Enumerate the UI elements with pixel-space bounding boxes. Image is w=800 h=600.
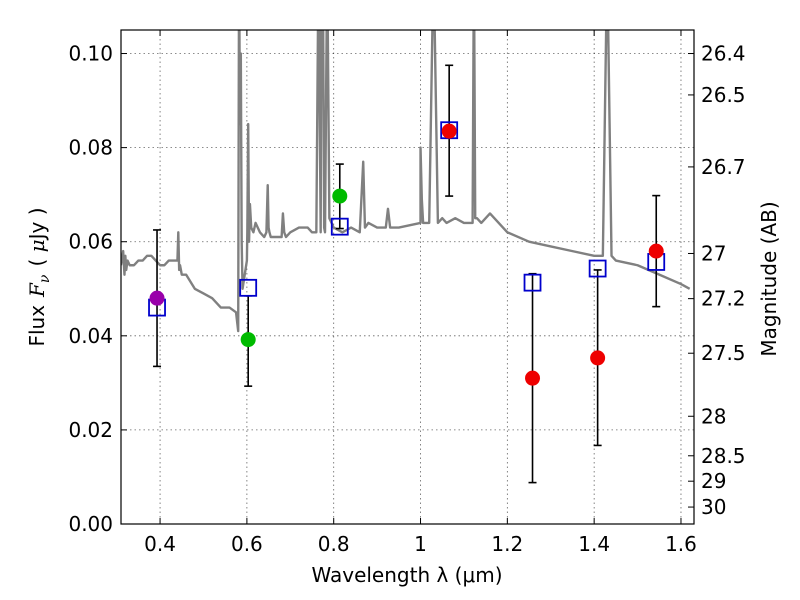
y-tick-label: 0.08 bbox=[68, 136, 113, 160]
y-tick-label: 0.04 bbox=[68, 324, 113, 348]
model-spectrum-line bbox=[121, 30, 691, 333]
model-flux-square bbox=[523, 273, 542, 292]
magnitude-tick-label: 26.7 bbox=[701, 155, 746, 179]
y-axis-label-unit-open: ( bbox=[25, 252, 49, 266]
x-axis-label: Wavelength λ (μm) bbox=[311, 563, 502, 587]
magnitude-tick-label: 28 bbox=[701, 404, 726, 428]
magnitude-tick-label: 27.5 bbox=[701, 341, 746, 365]
magnitude-tick-label: 26.5 bbox=[701, 83, 746, 107]
y-axis-label-unit-rest: Jy ) bbox=[25, 207, 49, 241]
model-flux-square bbox=[239, 278, 258, 297]
observed-flux-point bbox=[525, 370, 541, 386]
magnitude-tick-label: 29 bbox=[701, 469, 726, 493]
observed-flux-point bbox=[441, 123, 457, 139]
y2-axis-label: Magnitude (AB) bbox=[757, 201, 781, 356]
grid-lines bbox=[121, 30, 694, 525]
model-flux-square bbox=[330, 217, 349, 236]
magnitude-tick-label: 30 bbox=[701, 495, 726, 519]
x-axis-ticks: 0.4 0.6 0.8 1 1.2 1.4 1.6 bbox=[144, 30, 697, 556]
x-tick-label: 1 bbox=[414, 532, 427, 556]
observed-flux-point bbox=[648, 243, 664, 259]
model-spectrum-layer bbox=[121, 30, 691, 333]
magnitude-tick-label: 27.2 bbox=[701, 287, 746, 311]
x-tick-label: 1.2 bbox=[491, 532, 523, 556]
y-axis-ticks: 0.00 0.02 0.04 0.06 0.08 0.10 bbox=[68, 42, 127, 536]
x-tick-label: 1.4 bbox=[578, 532, 610, 556]
y-tick-label: 0.10 bbox=[68, 42, 113, 66]
y-axis-label-sub: ν bbox=[37, 274, 53, 283]
y-axis-label-prefix: Flux bbox=[25, 305, 49, 347]
plot-frame bbox=[120, 29, 695, 525]
x-tick-label: 0.4 bbox=[144, 532, 176, 556]
y-axis-label-unit-mu: μ bbox=[25, 239, 49, 252]
magnitude-tick-label: 28.5 bbox=[701, 444, 746, 468]
observed-flux-points bbox=[149, 123, 664, 386]
x-tick-label: 1.6 bbox=[665, 532, 697, 556]
observed-flux-point bbox=[332, 188, 348, 204]
magnitude-tick-label: 26.4 bbox=[701, 42, 746, 66]
magnitude-tick-label: 27 bbox=[701, 241, 726, 265]
observed-flux-point bbox=[149, 290, 165, 306]
observed-flux-point bbox=[590, 350, 606, 366]
y-tick-label: 0.06 bbox=[68, 230, 113, 254]
x-tick-label: 0.8 bbox=[318, 532, 350, 556]
observed-flux-point bbox=[240, 332, 256, 348]
y-axis-label-var: F bbox=[25, 282, 49, 298]
x-tick-label: 0.6 bbox=[231, 532, 263, 556]
y-tick-label: 0.00 bbox=[68, 512, 113, 536]
y-axis-label: Flux Fν ( μJy ) bbox=[25, 207, 53, 346]
y-tick-label: 0.02 bbox=[68, 418, 113, 442]
model-flux-square bbox=[588, 259, 607, 278]
